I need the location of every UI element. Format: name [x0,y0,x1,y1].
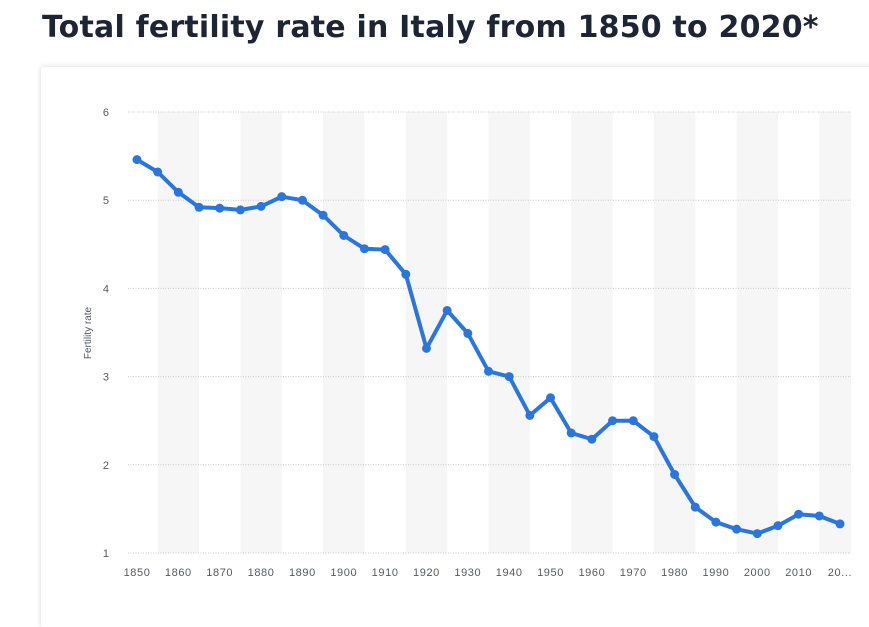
x-tick-label: 1850 [124,567,151,579]
data-point[interactable] [132,155,142,165]
data-point[interactable] [421,343,431,353]
data-point[interactable] [297,195,307,205]
column-band [488,112,530,553]
column-bands [157,112,851,553]
data-point[interactable] [339,230,349,240]
x-axis-ticks: 1850 1860 1870 1880 1890 1900 1910 1920 1930 1940… [124,567,852,579]
data-point[interactable] [546,393,556,403]
data-point[interactable] [814,511,824,521]
data-point[interactable] [525,410,535,420]
data-point[interactable] [359,244,369,254]
column-band [736,112,778,553]
y-tick-label: 4 [103,283,109,295]
data-point[interactable] [608,416,618,426]
column-band [240,112,282,553]
data-point[interactable] [173,187,183,197]
x-tick-label: 1930 [454,567,481,579]
column-band [653,112,696,553]
data-point[interactable] [484,366,493,376]
data-point[interactable] [835,519,845,529]
data-point[interactable] [235,205,245,215]
data-point[interactable] [690,502,700,512]
y-tick-label: 5 [103,195,109,207]
data-point[interactable] [794,509,804,519]
page-title: Total fertility rate in Italy from 1850 … [42,10,819,45]
x-tick-label: 1900 [330,567,357,579]
column-band [323,112,365,553]
data-point[interactable] [773,521,783,531]
y-tick-label: 1 [103,548,109,560]
series-group [132,155,845,539]
x-tick-label: 1920 [413,567,440,579]
x-tick-label: 1870 [206,567,233,579]
data-point[interactable] [215,203,225,213]
data-point[interactable] [732,524,742,534]
data-point[interactable] [256,201,266,211]
x-tick-label: 20... [828,567,852,579]
gridlines [128,111,851,554]
data-point[interactable] [153,167,163,177]
x-tick-label: 1950 [537,567,564,579]
y-axis-ticks: 1 2 3 4 5 6 [103,107,109,560]
data-point[interactable] [649,432,659,442]
data-point[interactable] [194,202,204,212]
x-tick-label: 1970 [620,567,647,579]
data-point[interactable] [442,305,452,315]
data-point[interactable] [318,210,328,220]
data-point[interactable] [504,372,514,382]
y-axis-title: Fertility rate [83,306,94,359]
column-band [571,112,613,553]
column-band [405,112,448,553]
x-tick-label: 2010 [785,567,812,579]
data-point[interactable] [277,192,287,202]
data-point[interactable] [463,328,473,338]
data-point[interactable] [401,269,411,279]
y-tick-label: 6 [103,107,109,119]
data-point[interactable] [752,529,762,539]
column-band [819,112,851,553]
column-band [157,112,200,553]
x-tick-label: 1910 [372,567,399,579]
x-tick-label: 1890 [289,567,316,579]
x-tick-label: 2000 [744,567,771,579]
data-point[interactable] [587,434,597,444]
x-tick-label: 1880 [248,567,275,579]
x-tick-label: 1860 [165,567,192,579]
data-point[interactable] [670,470,680,480]
data-point[interactable] [380,245,390,255]
data-point[interactable] [711,517,721,527]
data-point[interactable] [566,428,576,438]
y-tick-label: 3 [103,372,109,384]
x-tick-label: 1990 [703,567,730,579]
x-tick-label: 1940 [496,567,523,579]
data-point[interactable] [628,416,638,426]
x-tick-label: 1960 [578,567,605,579]
x-tick-label: 1980 [661,567,688,579]
y-tick-label: 2 [103,460,109,472]
